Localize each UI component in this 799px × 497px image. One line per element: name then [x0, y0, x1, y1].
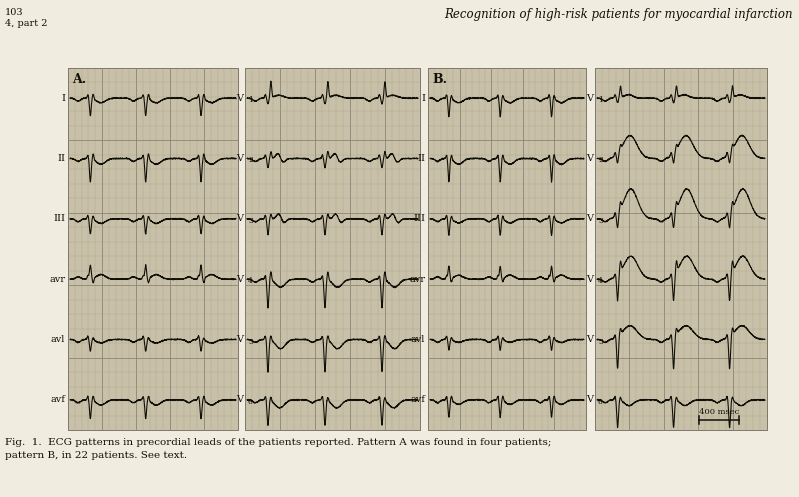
Text: avf: avf — [410, 395, 425, 405]
Text: 6: 6 — [248, 398, 252, 406]
Text: avl: avl — [50, 335, 65, 344]
Text: V: V — [236, 395, 243, 405]
Text: 1: 1 — [248, 96, 252, 104]
Bar — [428, 68, 586, 430]
Text: 3: 3 — [248, 217, 253, 225]
Text: 5: 5 — [248, 337, 252, 345]
Text: V: V — [586, 275, 593, 284]
Text: 400 msec: 400 msec — [699, 408, 739, 416]
Text: V: V — [236, 275, 243, 284]
Text: II: II — [57, 154, 65, 163]
Text: 4: 4 — [598, 277, 603, 285]
Text: V: V — [586, 93, 593, 103]
Text: 2: 2 — [598, 157, 603, 165]
Text: 3: 3 — [598, 217, 603, 225]
Text: 5: 5 — [598, 337, 603, 345]
Text: Recognition of high-risk patients for myocardial infarction: Recognition of high-risk patients for my… — [444, 8, 793, 21]
Bar — [595, 68, 767, 430]
Text: V: V — [236, 335, 243, 344]
Text: avf: avf — [50, 395, 65, 405]
Text: III: III — [53, 214, 65, 223]
Text: avl: avl — [411, 335, 425, 344]
Text: III: III — [413, 214, 425, 223]
Text: I: I — [421, 93, 425, 103]
Text: A.: A. — [72, 73, 86, 86]
Text: B.: B. — [432, 73, 447, 86]
Text: Fig.  1.  ECG patterns in precordial leads of the patients reported. Pattern A w: Fig. 1. ECG patterns in precordial leads… — [5, 438, 551, 447]
Text: avr: avr — [409, 275, 425, 284]
Text: avr: avr — [49, 275, 65, 284]
Text: 4: 4 — [248, 277, 252, 285]
Text: V: V — [236, 93, 243, 103]
Text: 103: 103 — [5, 8, 24, 17]
Text: I: I — [61, 93, 65, 103]
Text: V: V — [586, 154, 593, 163]
Text: 4, part 2: 4, part 2 — [5, 19, 47, 28]
Text: V: V — [236, 154, 243, 163]
Text: V: V — [586, 395, 593, 405]
Bar — [245, 68, 420, 430]
Text: 6: 6 — [598, 398, 603, 406]
Text: V: V — [236, 214, 243, 223]
Text: V: V — [586, 335, 593, 344]
Text: 1: 1 — [598, 96, 603, 104]
Text: pattern B, in 22 patients. See text.: pattern B, in 22 patients. See text. — [5, 451, 187, 460]
Bar — [68, 68, 238, 430]
Text: V: V — [586, 214, 593, 223]
Text: II: II — [417, 154, 425, 163]
Text: 2: 2 — [248, 157, 252, 165]
